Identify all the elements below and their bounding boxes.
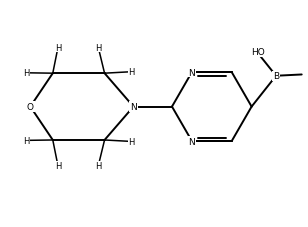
Text: H: H <box>55 162 61 170</box>
Text: H: H <box>95 161 102 170</box>
Text: H: H <box>128 68 134 77</box>
Text: H: H <box>55 44 61 53</box>
Text: H: H <box>95 44 102 53</box>
Text: B: B <box>273 72 279 81</box>
Text: N: N <box>130 103 137 112</box>
Text: HO: HO <box>251 48 265 57</box>
Text: N: N <box>188 68 195 77</box>
Text: H: H <box>23 136 30 145</box>
Text: H: H <box>23 69 30 78</box>
Text: H: H <box>128 137 134 146</box>
Text: N: N <box>188 137 195 146</box>
Text: O: O <box>27 103 34 112</box>
